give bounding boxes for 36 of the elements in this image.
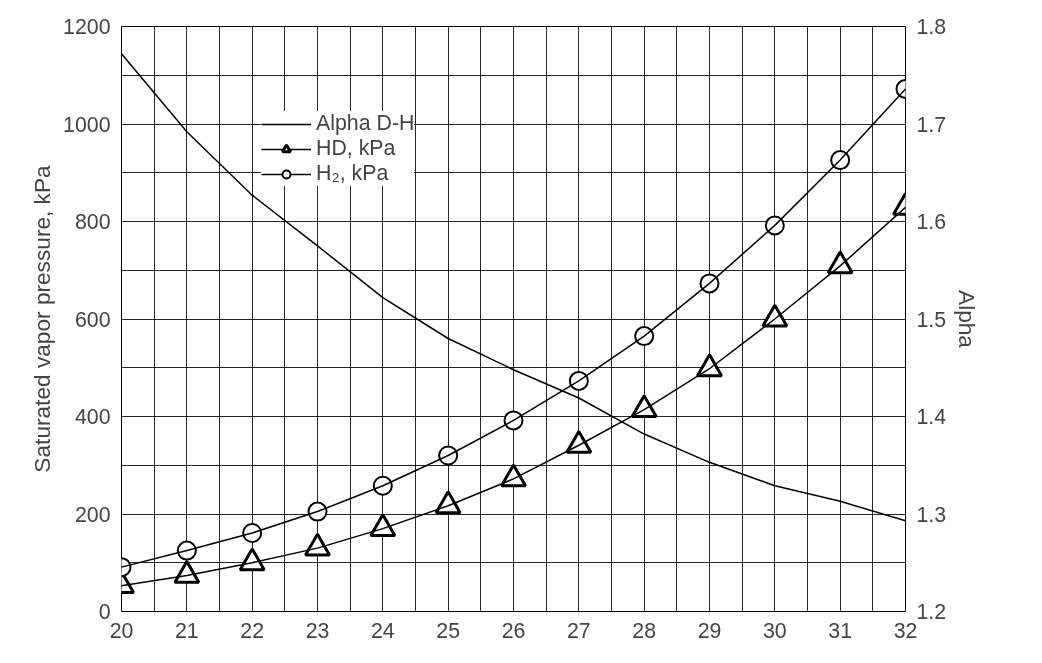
x-tick-label: 21 bbox=[174, 618, 199, 643]
x-tick-label: 27 bbox=[566, 618, 591, 643]
y2-tick-label: 1.8 bbox=[916, 15, 947, 39]
y-tick-label: 0 bbox=[98, 600, 111, 624]
x-tick-label: 28 bbox=[632, 618, 657, 643]
x-tick-label: 22 bbox=[240, 618, 265, 643]
x-tick-label: 20 bbox=[109, 618, 134, 643]
y-axis-title: Saturated vapor pressure, kPa bbox=[29, 164, 56, 473]
x-tick-label: 30 bbox=[762, 618, 787, 643]
point bbox=[173, 560, 201, 584]
x-tick-label: 25 bbox=[436, 618, 461, 643]
y2-axis-title: Alpha bbox=[954, 290, 981, 349]
x-tick-label: 31 bbox=[828, 618, 853, 643]
x-tick-label: 23 bbox=[305, 618, 330, 643]
y-tick-label: 1000 bbox=[63, 112, 111, 137]
x-tick-label: 26 bbox=[501, 618, 526, 643]
y2-tick-label: 1.2 bbox=[916, 600, 947, 624]
y-tick-label: 200 bbox=[74, 502, 111, 527]
y2-tick-label: 1.4 bbox=[916, 405, 947, 429]
y-tick-label: 600 bbox=[74, 307, 111, 332]
y2-tick-label: 1.7 bbox=[916, 112, 947, 137]
legend-label: H₂, kPa bbox=[316, 161, 389, 186]
point bbox=[304, 532, 331, 557]
y2-tick-label: 1.6 bbox=[916, 210, 947, 234]
legend-label: Alpha D-H bbox=[316, 111, 415, 136]
y-tick-label: 1200 bbox=[63, 15, 111, 39]
x-tick-label: 24 bbox=[370, 618, 395, 643]
y-tick-label: 800 bbox=[74, 210, 111, 234]
x-tick-label: 29 bbox=[697, 618, 722, 643]
legend-label: HD, kPa bbox=[316, 136, 396, 161]
y-tick-label: 400 bbox=[74, 405, 111, 429]
y2-tick-label: 1.3 bbox=[916, 502, 947, 527]
x-tick-label: 32 bbox=[893, 618, 918, 643]
point bbox=[369, 513, 397, 538]
y2-tick-label: 1.5 bbox=[916, 307, 947, 332]
point bbox=[434, 490, 462, 515]
